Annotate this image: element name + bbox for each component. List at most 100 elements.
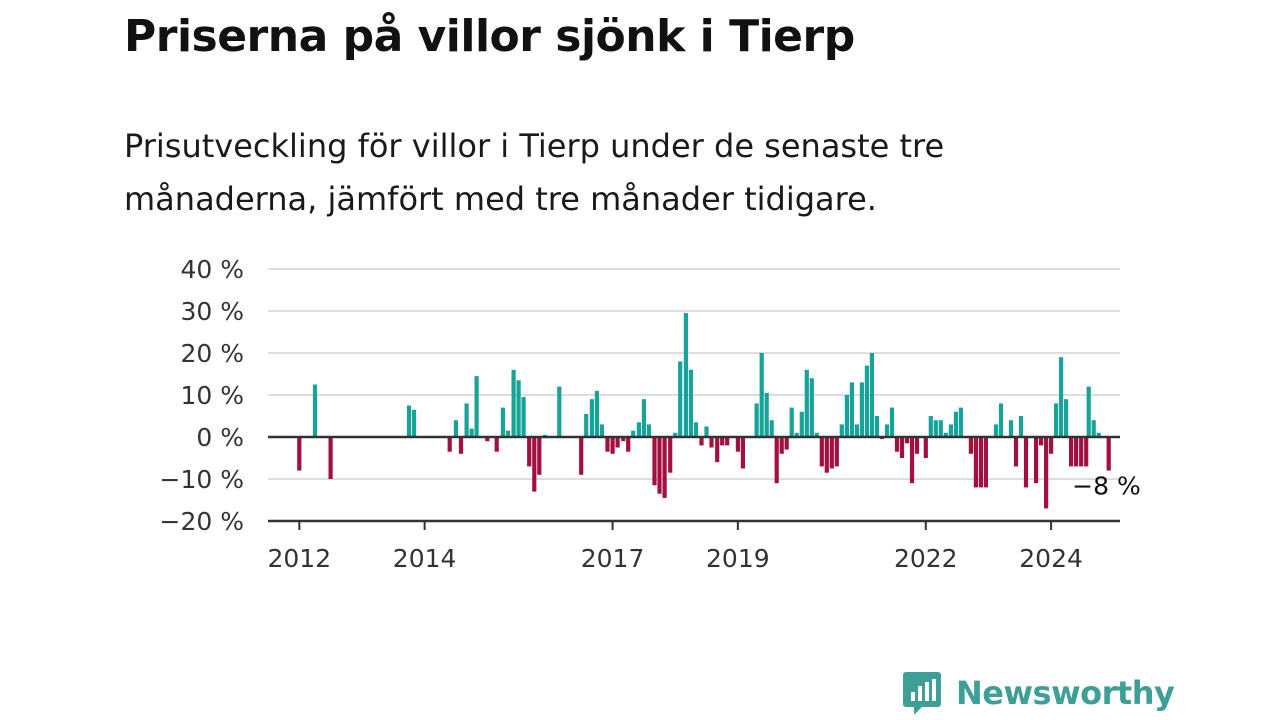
bar: [978, 437, 983, 488]
bar: [759, 353, 764, 437]
bar: [641, 399, 646, 437]
bar: [1084, 437, 1089, 467]
bar: [834, 437, 839, 467]
bar: [599, 424, 604, 437]
bar: [584, 413, 589, 437]
bar: [411, 409, 417, 437]
bar: [943, 432, 948, 437]
bar: [312, 384, 318, 437]
bar: [688, 369, 693, 437]
bar: [447, 437, 452, 452]
bar: [1039, 437, 1044, 446]
bar: [914, 437, 920, 454]
y-tick-label: 30 %: [180, 297, 244, 326]
bar: [789, 407, 794, 437]
bar: [297, 437, 302, 471]
y-tick-label: −10 %: [160, 465, 244, 494]
bar: [594, 390, 599, 437]
bar: [469, 428, 474, 437]
bar: [485, 437, 490, 442]
bar: [1096, 432, 1101, 437]
bar: [693, 422, 698, 437]
bar: [869, 353, 874, 437]
bar: [631, 430, 636, 437]
bar: [928, 416, 933, 437]
bar: [889, 407, 895, 437]
bar: [500, 407, 505, 437]
x-tick-label: 2024: [1019, 544, 1083, 573]
bar: [328, 437, 333, 479]
bar: [814, 432, 819, 437]
bar: [973, 437, 978, 488]
bar: [774, 437, 779, 484]
bar: [1086, 386, 1091, 437]
bar: [668, 437, 673, 473]
bar: [819, 437, 824, 467]
bar: [1018, 416, 1024, 437]
x-tick-label: 2019: [706, 544, 770, 573]
bar: [464, 403, 469, 437]
bar: [953, 411, 958, 437]
bar: [933, 420, 938, 437]
bar: [859, 382, 864, 437]
gridlines: [268, 268, 1120, 480]
bar: [537, 437, 542, 475]
bar: [894, 437, 900, 452]
bar: [505, 430, 510, 437]
chart-title: Priserna på villor sjönk i Tierp: [124, 11, 855, 62]
bar: [1044, 437, 1049, 509]
bar: [923, 437, 928, 458]
y-tick-label: 40 %: [180, 255, 244, 284]
y-tick-label: −20 %: [160, 507, 244, 536]
bar: [958, 407, 963, 437]
bar: [683, 313, 688, 437]
bar: [829, 437, 834, 469]
bar: [673, 432, 678, 437]
x-tick-label: 2017: [581, 544, 645, 573]
tick-labels: 40 % 30 % 20 % 10 % 0 % −10 % −20 % 2012 2014 201…: [160, 255, 1083, 573]
bar: [993, 424, 999, 437]
bar: [740, 437, 745, 469]
bar: [754, 403, 759, 437]
bar: [809, 378, 814, 437]
bar: [854, 424, 859, 437]
bar: [704, 426, 709, 437]
bar: [1079, 437, 1084, 467]
bar: [799, 411, 804, 437]
brand-name: Newsworthy: [956, 674, 1175, 712]
bars: [297, 313, 1111, 509]
x-tick-label: 2012: [268, 544, 332, 573]
bar: [605, 437, 610, 452]
bar: [948, 424, 953, 437]
bar: [521, 397, 526, 437]
bar: [662, 437, 667, 498]
bar: [1074, 437, 1079, 467]
y-tick-label: 0 %: [196, 423, 244, 452]
bar: [646, 424, 651, 437]
x-tick-label: 2022: [894, 544, 958, 573]
bar: [652, 437, 657, 486]
bar: [998, 403, 1004, 437]
bar: [621, 437, 626, 442]
axes: [268, 435, 1120, 530]
x-tick-label: 2014: [393, 544, 457, 573]
bar: [626, 437, 631, 452]
bar: [1049, 437, 1054, 454]
chart-subtitle: Prisutveckling för villor i Tierp under …: [124, 127, 945, 218]
bar: [494, 437, 499, 452]
bar: [884, 424, 890, 437]
bar: [1034, 437, 1039, 484]
bar: [1023, 437, 1029, 488]
bar: [849, 382, 854, 437]
bar: [784, 437, 789, 450]
bar: [715, 437, 720, 463]
bar: [615, 437, 620, 448]
bar: [779, 437, 784, 454]
bar: [983, 437, 988, 488]
bar: [725, 437, 730, 446]
bar: [909, 437, 915, 484]
bar: [527, 437, 532, 467]
bar: [824, 437, 829, 473]
bar: [720, 437, 725, 446]
bar: [516, 380, 521, 437]
